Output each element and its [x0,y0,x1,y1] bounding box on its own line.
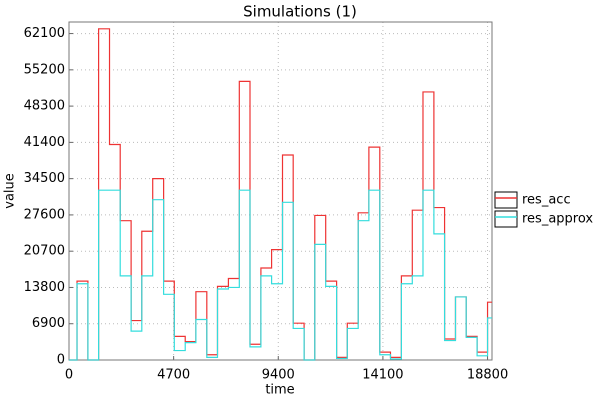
y-tick-label: 6900 [32,316,65,331]
x-tick-label: 0 [65,368,73,383]
x-axis-label: time [265,383,294,398]
y-tick-label: 27600 [24,207,65,222]
x-tick-label: 4700 [157,368,190,383]
chart-title: Simulations (1) [243,3,357,21]
legend-swatch [494,210,518,228]
series-line [69,189,492,361]
x-tick-label: 18800 [467,368,508,383]
legend-label: res_approx [522,212,593,227]
x-tick-label: 14100 [362,368,403,383]
x-tick-label: 9400 [262,368,295,383]
y-tick-label: 34500 [24,171,65,186]
y-tick-label: 48300 [24,99,65,114]
y-tick-label: 0 [57,353,65,368]
legend-label: res_acc [522,193,571,208]
y-tick-label: 20700 [24,244,65,259]
y-tick-label: 41400 [24,135,65,150]
y-tick-label: 13800 [24,280,65,295]
legend-swatch [494,191,518,209]
series-line [69,28,492,361]
plot-frame [68,21,493,361]
y-tick-label: 62100 [24,26,65,41]
y-axis-label: value [3,173,18,209]
y-tick-label: 55200 [24,62,65,77]
